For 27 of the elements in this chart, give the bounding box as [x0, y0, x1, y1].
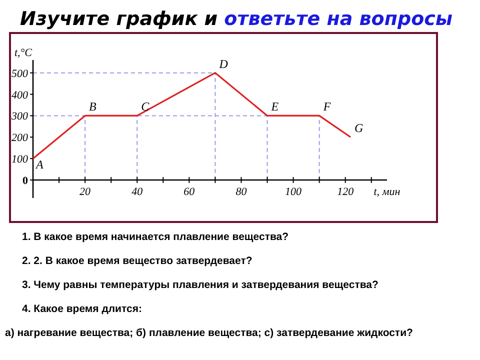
- text: 3. Чему равны температуры плавления и затвердевания вещества?: [22, 279, 378, 291]
- text: 2. 2. В какое время вещество затвердевает?: [22, 255, 252, 267]
- x-tick-label: 80: [236, 186, 248, 198]
- chart-title: Изучите график и ответьте на вопросы: [20, 8, 453, 30]
- annotation: A: [35, 158, 44, 172]
- annotation: E: [270, 100, 280, 114]
- x-tick-label: 100: [285, 186, 302, 198]
- text: 1. В какое время начинается плавление вещества?: [22, 231, 289, 243]
- annotation: C: [141, 100, 150, 114]
- annotation: B: [89, 100, 98, 114]
- x-tick-label: 40: [132, 186, 144, 198]
- x-tick-label: 20: [80, 186, 92, 198]
- x-tick-label: 120: [337, 186, 354, 198]
- annotation: G: [354, 121, 364, 136]
- y-tick-label: 300: [10, 110, 28, 123]
- text: 4. Какое время длится:: [22, 303, 142, 315]
- y-tick-label: 200: [12, 132, 28, 144]
- y-tick-label: 400: [12, 89, 28, 102]
- y-axis-title: t,°C: [14, 47, 33, 59]
- annotation: D: [218, 56, 228, 71]
- y-tick-label: 100: [12, 154, 28, 166]
- y-tick-label: 0: [22, 175, 28, 187]
- text: а) нагревание вещества; б) плавление вещества; с) затвердевание жидкости?: [5, 327, 413, 339]
- annotation: F: [322, 100, 332, 114]
- x-tick-label: 60: [184, 186, 196, 198]
- x-axis-title: t, мин: [374, 186, 401, 198]
- y-tick-label: 500: [12, 68, 28, 80]
